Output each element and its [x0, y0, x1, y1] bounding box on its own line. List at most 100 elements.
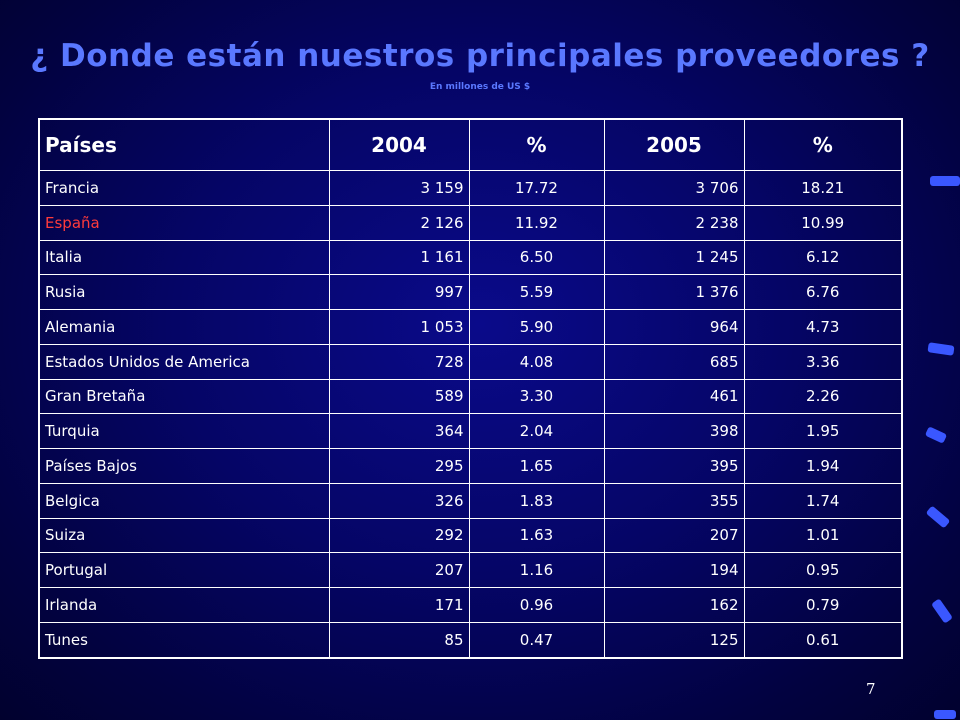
cell-pct-2004: 5.90	[468, 309, 605, 345]
cell-pct-2004: 2.04	[468, 413, 605, 449]
cell-pct-2004: 4.08	[468, 343, 605, 380]
cell-country: Irlanda	[38, 587, 330, 623]
cell-value-2004: 295	[328, 448, 470, 484]
decorative-dash	[925, 505, 951, 529]
cell-value-2005: 398	[603, 413, 745, 449]
cell-pct-2005: 3.36	[743, 343, 903, 380]
table-row: Francia 3 159 17.72 3 706 18.21	[38, 170, 903, 206]
cell-pct-2005: 1.95	[743, 413, 903, 449]
slide-subtitle: En millones de US $	[429, 82, 531, 92]
cell-value-2004: 728	[328, 343, 470, 380]
cell-value-2005: 194	[603, 552, 745, 588]
header-2005: 2005	[603, 118, 745, 171]
cell-pct-2005: 2.26	[743, 378, 903, 415]
decorative-dash	[924, 426, 948, 444]
cell-value-2004: 589	[328, 378, 470, 415]
cell-country: Países Bajos	[38, 448, 330, 484]
cell-pct-2004: 5.59	[468, 274, 605, 310]
cell-country: Italia	[38, 239, 330, 276]
cell-value-2004: 207	[328, 552, 470, 588]
cell-value-2004: 997	[328, 274, 470, 310]
cell-pct-2004: 1.16	[468, 552, 605, 588]
cell-pct-2005: 6.12	[743, 239, 903, 276]
table-row: Países Bajos 295 1.65 395 1.94	[38, 448, 903, 484]
cell-country: Suiza	[38, 517, 330, 554]
cell-country: Rusia	[38, 274, 330, 310]
cell-country: Francia	[38, 170, 330, 206]
cell-pct-2004: 17.72	[468, 170, 605, 206]
cell-value-2004: 364	[328, 413, 470, 449]
cell-country: Gran Bretaña	[38, 378, 330, 415]
cell-value-2004: 85	[328, 621, 470, 659]
cell-value-2005: 125	[603, 621, 745, 659]
table-row: Belgica 326 1.83 355 1.74	[38, 482, 903, 519]
cell-pct-2004: 11.92	[468, 204, 605, 241]
decorative-dash	[934, 710, 956, 719]
cell-country: España	[38, 204, 330, 241]
cell-pct-2005: 1.74	[743, 482, 903, 519]
header-2004: 2004	[328, 118, 470, 171]
table-row: Estados Unidos de America 728 4.08 685 3.36	[38, 343, 903, 380]
table-row: Alemania 1 053 5.90 964 4.73	[38, 309, 903, 345]
table-body: Francia 3 159 17.72 3 706 18.21 España 2 126 11…	[38, 170, 903, 659]
table-header-row: Países 2004 % 2005 %	[38, 118, 903, 171]
table-row: Portugal 207 1.16 194 0.95	[38, 552, 903, 588]
decorative-dash	[930, 176, 960, 186]
cell-value-2005: 461	[603, 378, 745, 415]
cell-pct-2004: 0.96	[468, 587, 605, 623]
cell-pct-2005: 6.76	[743, 274, 903, 310]
cell-value-2005: 1 245	[603, 239, 745, 276]
decorative-dash	[927, 342, 955, 356]
cell-value-2004: 1 053	[328, 309, 470, 345]
cell-country: Alemania	[38, 309, 330, 345]
cell-pct-2004: 6.50	[468, 239, 605, 276]
cell-pct-2005: 4.73	[743, 309, 903, 345]
cell-pct-2004: 3.30	[468, 378, 605, 415]
cell-pct-2004: 0.47	[468, 621, 605, 659]
page-number: 7	[866, 680, 876, 698]
cell-value-2005: 3 706	[603, 170, 745, 206]
decorative-dash	[931, 598, 953, 624]
table-row: Gran Bretaña 589 3.30 461 2.26	[38, 378, 903, 415]
cell-pct-2004: 1.63	[468, 517, 605, 554]
cell-value-2005: 685	[603, 343, 745, 380]
cell-country: Estados Unidos de America	[38, 343, 330, 380]
cell-value-2004: 1 161	[328, 239, 470, 276]
header-pct-2004: %	[468, 118, 605, 171]
cell-pct-2005: 0.95	[743, 552, 903, 588]
table-row: España 2 126 11.92 2 238 10.99	[38, 204, 903, 241]
cell-pct-2005: 10.99	[743, 204, 903, 241]
cell-value-2005: 1 376	[603, 274, 745, 310]
cell-value-2004: 3 159	[328, 170, 470, 206]
cell-pct-2005: 18.21	[743, 170, 903, 206]
cell-value-2004: 326	[328, 482, 470, 519]
cell-value-2004: 2 126	[328, 204, 470, 241]
table-row: Suiza 292 1.63 207 1.01	[38, 517, 903, 554]
cell-pct-2005: 0.61	[743, 621, 903, 659]
cell-pct-2005: 1.01	[743, 517, 903, 554]
cell-pct-2005: 1.94	[743, 448, 903, 484]
cell-value-2005: 964	[603, 309, 745, 345]
table-row: Tunes 85 0.47 125 0.61	[38, 621, 903, 659]
cell-value-2004: 292	[328, 517, 470, 554]
cell-pct-2004: 1.83	[468, 482, 605, 519]
table-row: Rusia 997 5.59 1 376 6.76	[38, 274, 903, 310]
cell-value-2005: 162	[603, 587, 745, 623]
table-row: Irlanda 171 0.96 162 0.79	[38, 587, 903, 623]
cell-country: Portugal	[38, 552, 330, 588]
cell-value-2005: 395	[603, 448, 745, 484]
table-row: Turquia 364 2.04 398 1.95	[38, 413, 903, 449]
cell-value-2005: 355	[603, 482, 745, 519]
cell-value-2004: 171	[328, 587, 470, 623]
cell-value-2005: 2 238	[603, 204, 745, 241]
header-country: Países	[38, 118, 330, 171]
suppliers-table: Países 2004 % 2005 % Francia 3 159 17.72 3 …	[38, 118, 903, 659]
cell-pct-2004: 1.65	[468, 448, 605, 484]
cell-country: Tunes	[38, 621, 330, 659]
table-row: Italia 1 161 6.50 1 245 6.12	[38, 239, 903, 276]
header-pct-2005: %	[743, 118, 903, 171]
cell-country: Turquia	[38, 413, 330, 449]
cell-pct-2005: 0.79	[743, 587, 903, 623]
cell-value-2005: 207	[603, 517, 745, 554]
slide-title: ¿ Donde están nuestros principales prove…	[30, 38, 930, 74]
